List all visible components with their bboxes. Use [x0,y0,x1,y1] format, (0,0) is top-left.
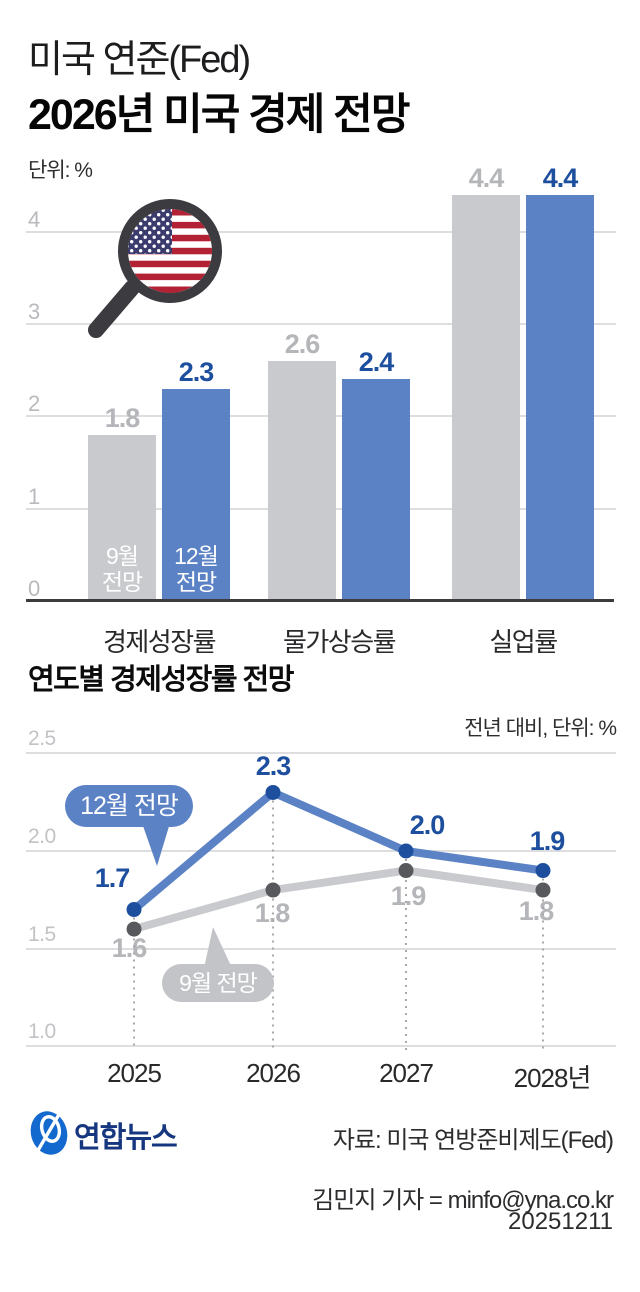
bar-dec-forecast [526,194,594,601]
logo-text: 연합뉴스 [74,1122,178,1154]
category-label: 경제성장률 [102,627,217,657]
bar-legend-label: 9월 전망 [101,543,143,595]
y-tick-label: 1.0 [28,1020,56,1044]
page-title: 2026년 미국 경제 전망 [28,91,410,139]
bubble-tail-dec [142,823,170,866]
x-tick-label: 2027 [379,1058,434,1088]
x-tick-label: 2025 [107,1058,162,1088]
point-value-label: 1.7 [94,863,131,893]
bar-value-label: 2.3 [178,356,215,387]
bar-sep-forecast [268,360,336,601]
point-value-label: 1.6 [111,933,148,963]
yonhap-logo-icon [30,1109,68,1155]
y-tick-label: 4 [28,206,40,232]
y-tick-label: 3 [28,299,40,324]
bubble-dec-forecast: 12월 전망 [65,785,193,827]
bar-value-label: 4.4 [468,162,505,193]
y-tick-label: 1.5 [28,922,56,946]
source-text: 자료: 미국 연방준비제도(Fed) [332,1127,614,1154]
grid-line [26,1045,616,1048]
point-value-label: 1.9 [529,826,566,856]
bar-dec-forecast [162,388,230,601]
line-chart: 1.0 1.5 2.0 2.5 1.7 2.3 2.0 1.9 1.6 1.8 1.9 1.8 2025… [26,727,616,1093]
point-value-label: 1.9 [390,881,427,911]
bar-value-label: 4.4 [542,162,579,193]
x-tick-label: 2028년 [513,1063,592,1093]
grid-line [26,230,616,233]
unit-note: 단위: % [28,159,93,182]
bar-sep-forecast [452,194,520,601]
x-tick-label: 2026 [246,1058,301,1088]
grid-line [26,752,616,755]
y-tick-label: 1 [28,483,40,509]
y-tick-label: 2.0 [28,825,56,848]
byline-text: 김민지 기자 = minfo@yna.co.kr [312,1187,614,1214]
y-tick-label: 0 [28,576,40,601]
kicker: 미국 연준(Fed) [28,39,251,81]
bubble-sep-forecast: 9월 전망 [162,964,274,1002]
point-value-label: 2.3 [255,751,292,781]
bar-sep-forecast [88,434,156,601]
bar-dec-forecast [342,379,410,601]
bubble-tail-sep [204,927,232,968]
bar-value-label: 2.6 [284,328,321,359]
x-axis-line [26,599,614,602]
date-text: 20251211 [508,1208,613,1235]
point-value-label: 1.8 [518,896,555,926]
bar-value-label: 1.8 [104,402,141,433]
grid-line [26,323,616,325]
bar-legend-label: 12월 전망 [174,543,219,595]
y-tick-label: 2.5 [28,727,56,751]
chart-note: 전년 대비, 단위: % [464,717,617,740]
section-title: 연도별 경제성장률 전망 [28,664,294,696]
y-tick-label: 2 [28,391,40,417]
point-value-label: 2.0 [409,810,446,840]
bar-value-label: 2.4 [358,347,395,378]
category-label: 실업률 [489,627,558,657]
category-label: 물가상승률 [282,627,397,657]
grid-line [26,947,616,950]
point-value-label: 1.8 [254,898,291,928]
